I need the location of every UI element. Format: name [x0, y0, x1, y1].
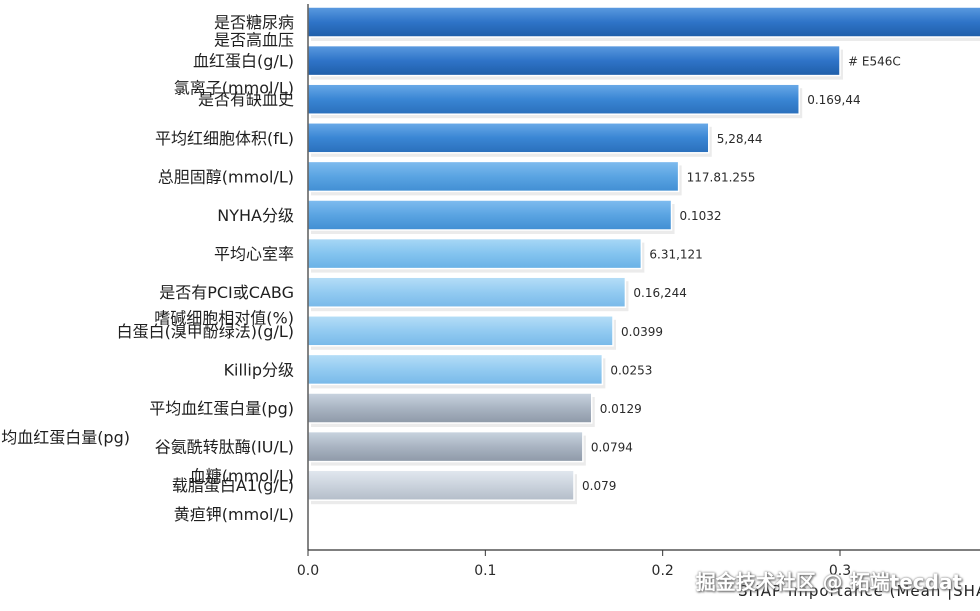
value-label: 5,28,44	[717, 132, 763, 146]
category-label: 平均心室率	[214, 245, 294, 264]
value-label: # E546C	[848, 55, 901, 69]
category-label: 血红蛋白(g/L)	[193, 52, 294, 71]
value-label: 117.81.255	[687, 170, 756, 184]
value-label: 0.0129	[600, 402, 642, 416]
watermark: 掘金技术社区 @ 拓端tecdat	[695, 570, 962, 594]
x-axis-title: SHAP Importance (Mean |SHAP	[738, 582, 980, 600]
value-label: 0.16,244	[633, 286, 686, 300]
bar	[307, 353, 604, 386]
category-label: 氯离子(mmol/L)	[174, 79, 294, 98]
bar	[307, 6, 980, 38]
bar	[307, 160, 680, 193]
value-label: 0.169,44	[807, 93, 860, 107]
category-label: NYHA分级	[217, 206, 294, 225]
category-label: 均血红蛋白量(pg)	[1, 428, 130, 447]
value-label: 0.1032	[680, 209, 722, 223]
bar	[307, 83, 800, 115]
category-label: 平均血红蛋白量(pg)	[149, 399, 294, 418]
category-label: 是否高血压	[214, 30, 294, 49]
x-tick-label: 0.2	[652, 563, 674, 579]
category-label: 是否糖尿病	[214, 13, 294, 32]
category-label: 嗜碱细胞相对值(%)	[154, 308, 294, 327]
category-label: 平均红细胞体积(fL)	[155, 129, 294, 148]
category-label: 黄疸钾(mmol/L)	[174, 505, 294, 524]
bar	[307, 430, 584, 463]
category-label: 总胆固醇(mmol/L)	[158, 167, 294, 186]
category-label: 载脂蛋白A1(g/L)	[172, 476, 294, 495]
x-tick-label: 0.0	[297, 563, 319, 579]
value-label: 0.079	[582, 479, 616, 493]
bar	[307, 469, 575, 501]
bar	[307, 44, 841, 77]
category-label: 谷氨酰转肽酶(IU/L)	[155, 438, 294, 457]
bar	[307, 276, 627, 308]
value-label: 0.0794	[591, 441, 633, 455]
x-tick-label: 0.1	[474, 563, 496, 579]
bar	[307, 315, 614, 347]
x-tick-label: 0.3	[829, 563, 851, 579]
value-label: 6.31,121	[649, 248, 702, 262]
category-label: 是否有PCI或CABG	[159, 283, 294, 302]
category-label: 是否有缺血史	[198, 90, 294, 109]
value-label: 0.0399	[621, 325, 663, 339]
bar	[307, 199, 673, 231]
bar	[307, 122, 710, 154]
value-label: 0.0253	[610, 363, 652, 377]
category-label: 白蛋白(溴甲酚绿法)(g/L)	[117, 322, 294, 341]
category-label: Killip分级	[224, 360, 294, 379]
category-label: 血糖(mmol/L)	[190, 467, 294, 486]
bar	[307, 392, 593, 424]
bar	[307, 237, 643, 270]
